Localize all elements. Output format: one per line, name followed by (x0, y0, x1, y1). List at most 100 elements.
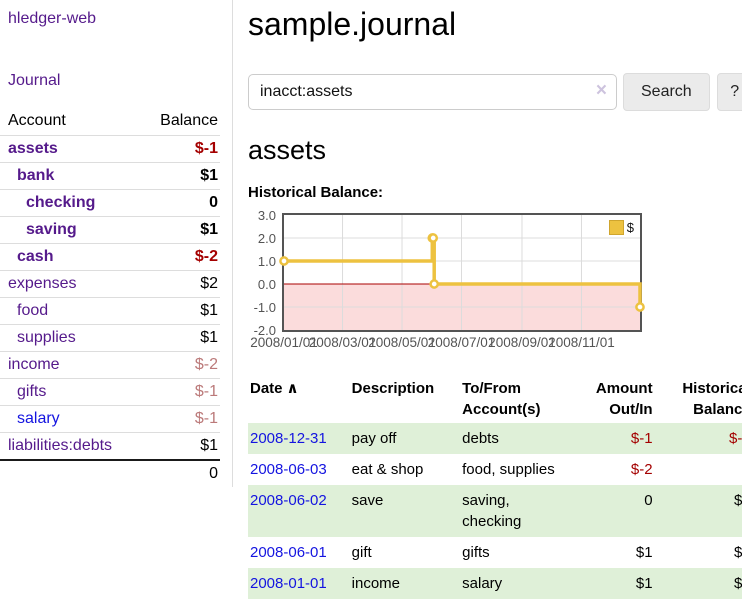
x-axis-label: 2008/11/01 (548, 335, 615, 350)
transaction-date-link[interactable]: 2008-06-02 (250, 492, 327, 509)
main-content: sample.journal × Search ? assets Histori… (233, 0, 742, 599)
transaction-date-link[interactable]: 2008-06-01 (250, 544, 327, 561)
register-header-date: Date ∧ (250, 380, 299, 397)
transaction-amount: $-2 (630, 461, 653, 478)
accounts-total-value: 0 (209, 465, 218, 482)
accounts-table: Account Balance assets $-1 bank $1 checking 0… (0, 108, 220, 487)
account-link[interactable]: saving (26, 221, 77, 238)
transaction-balance: $1 (734, 575, 742, 592)
sidebar: hledger-web Journal Account Balance asse… (0, 0, 233, 487)
chart-legend: $ (608, 220, 634, 235)
transaction-row: 2008-06-03 eat & shop food, supplies $-20 (248, 454, 742, 485)
transaction-date-link[interactable]: 2008-12-31 (250, 430, 327, 447)
x-axis-label: 2008/09/01 (488, 335, 556, 350)
y-axis-label: 3.0 (257, 207, 276, 223)
accounts-table-body: assets $-1 bank $1 checking 0 saving $1 cash $-2 e… (0, 135, 220, 461)
sort-ascending-icon: ∧ (286, 380, 299, 397)
account-link[interactable]: cash (17, 248, 54, 265)
sidebar-item-journal[interactable]: Journal (8, 72, 61, 89)
account-link[interactable]: salary (17, 410, 60, 427)
account-link[interactable]: supplies (17, 329, 76, 346)
accounts-header-account: Account (8, 112, 66, 129)
transaction-date-link[interactable]: 2008-01-01 (250, 575, 327, 592)
account-balance: $-1 (194, 140, 218, 157)
search-box: × (248, 74, 617, 110)
transaction-accounts: debts (462, 430, 499, 447)
transaction-description: income (351, 575, 400, 592)
account-balance: $1 (200, 329, 218, 346)
account-link[interactable]: income (8, 356, 60, 373)
x-axis-label: 2008/05/01 (368, 335, 436, 350)
y-axis-label: -2.0 (253, 322, 276, 338)
x-axis-label: 2008/03/01 (308, 335, 377, 350)
transaction-accounts: food, supplies (462, 461, 555, 478)
y-axis-label: -1.0 (253, 299, 276, 315)
transaction-amount: 0 (644, 492, 653, 509)
account-link[interactable]: expenses (8, 275, 77, 292)
account-link[interactable]: checking (26, 194, 96, 211)
search-form: × Search ? (248, 73, 742, 111)
account-row: supplies $1 (0, 324, 220, 352)
search-button[interactable]: Search (623, 73, 710, 111)
x-axis-label: 2008/01/01 (250, 335, 318, 350)
transaction-accounts: saving, checking (462, 492, 522, 530)
transaction-amount: $1 (635, 575, 653, 592)
account-balance: $-2 (194, 248, 218, 265)
account-link[interactable]: bank (17, 167, 55, 184)
account-row: gifts $-1 (0, 378, 220, 406)
transaction-accounts: gifts (462, 544, 490, 561)
chart-x-axis: 2008/01/01 2008/03/01 2008/05/01 2008/07/01… (250, 335, 640, 351)
account-balance: $-2 (194, 356, 218, 373)
chart-marker (279, 256, 289, 266)
account-row: liabilities:debts $1 (0, 432, 220, 461)
transaction-description: save (351, 492, 384, 509)
transaction-row: 2008-01-01 income salary $1 $1 (248, 568, 742, 599)
transaction-row: 2008-12-31 pay off debts $-1 $-1 (248, 423, 742, 454)
account-row: assets $-1 (0, 135, 220, 163)
account-row: saving $1 (0, 216, 220, 244)
account-balance: $-1 (194, 383, 218, 400)
transaction-accounts: salary (462, 575, 503, 592)
account-row: food $1 (0, 297, 220, 325)
search-input[interactable] (248, 74, 617, 110)
account-heading: assets (248, 135, 327, 165)
chart-plot-area: $ (279, 213, 645, 332)
account-row: salary $-1 (0, 405, 220, 433)
chart-marker (635, 302, 645, 312)
register-header-row: Date ∧ Description To/From Account(s) Amo… (248, 375, 742, 423)
accounts-header-balance: Balance (160, 112, 218, 129)
transaction-amount: $-1 (630, 430, 653, 447)
account-row: cash $-2 (0, 243, 220, 271)
account-row: expenses $2 (0, 270, 220, 298)
account-link[interactable]: assets (8, 140, 58, 157)
chart-y-axis: 3.0 2.0 1.0 0.0 -1.0 -2.0 (248, 208, 278, 338)
legend-label: $ (626, 220, 634, 235)
accounts-total-row: 0 (0, 460, 220, 487)
x-axis-label: 2008/07/01 (427, 335, 496, 350)
register-header-description: Description (351, 380, 435, 397)
register-header-amount: Amount Out/In (595, 380, 653, 418)
account-balance: $1 (200, 302, 218, 319)
transaction-amount: $1 (635, 544, 653, 561)
account-balance: $1 (200, 437, 218, 454)
accounts-header-row: Account Balance (0, 108, 220, 136)
account-link[interactable]: food (17, 302, 49, 319)
account-link[interactable]: gifts (17, 383, 47, 400)
transaction-balance: $-1 (729, 430, 742, 447)
register-table-body: 2008-12-31 pay off debts $-1 $-1 2008-06-03 ea… (248, 423, 742, 599)
chart-marker (428, 233, 439, 243)
account-link[interactable]: liabilities:debts (8, 437, 113, 454)
legend-swatch-icon (608, 220, 624, 235)
account-row: bank $1 (0, 162, 220, 190)
app-title-link[interactable]: hledger-web (8, 10, 97, 27)
transaction-date-link[interactable]: 2008-06-03 (250, 461, 327, 478)
account-row: income $-2 (0, 351, 220, 379)
account-row: checking 0 (0, 189, 220, 217)
register-header-accounts: To/From Account(s) (462, 380, 541, 418)
y-axis-label: 2.0 (257, 230, 276, 246)
register-table: Date ∧ Description To/From Account(s) Amo… (248, 375, 742, 599)
historical-balance-chart: 3.0 2.0 1.0 0.0 -1.0 -2.0 $ 2008/01/01 2008/03… (248, 208, 728, 353)
clear-search-icon[interactable]: × (595, 80, 607, 101)
help-button[interactable]: ? (716, 73, 742, 111)
